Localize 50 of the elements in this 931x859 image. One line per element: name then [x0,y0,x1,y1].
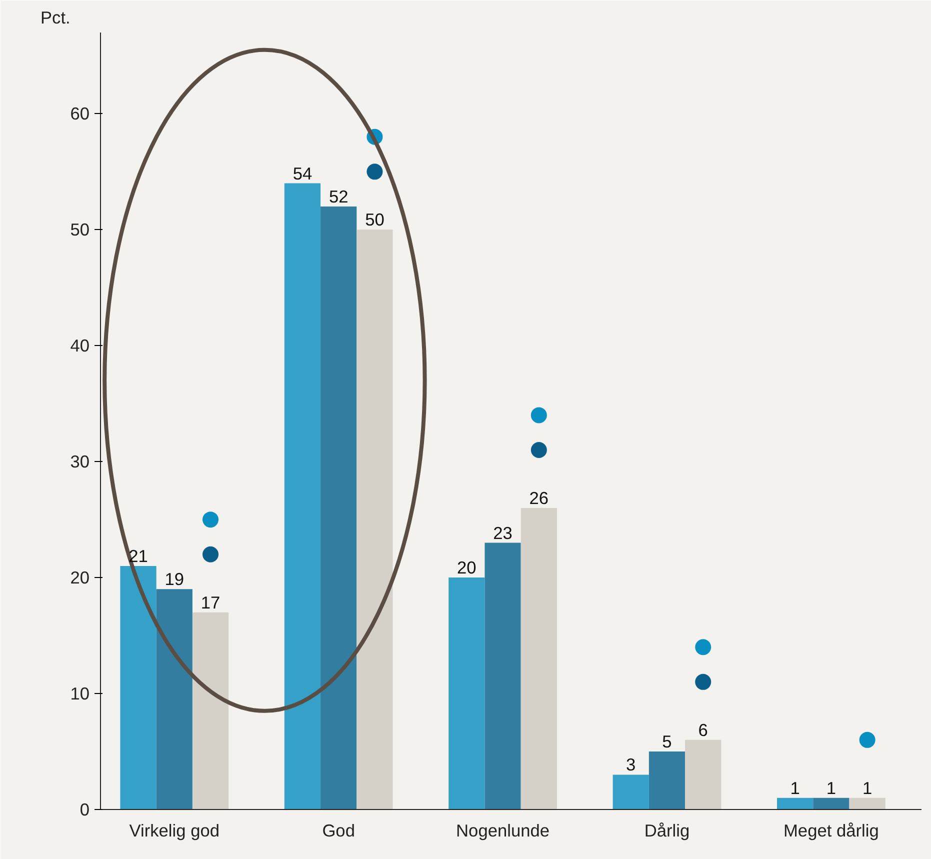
bar [484,542,521,810]
bar [612,774,649,810]
point [530,407,547,424]
data-label: 20 [457,558,476,578]
data-label: 50 [365,210,384,230]
x-tick-label: Dårlig [644,820,690,840]
x-tick-label: Nogenlunde [456,820,550,840]
y-tick-label: 50 [70,220,90,240]
y-tick-label: 40 [70,336,90,356]
data-label: 52 [328,186,348,206]
bar [120,566,156,810]
bar [284,183,321,810]
data-label: 1 [790,778,800,798]
bar [685,740,722,810]
x-tick-label: God [322,820,355,840]
point [859,732,876,748]
bar [448,578,485,810]
data-label: 26 [529,488,549,508]
bar [520,508,557,810]
y-tick-label: 10 [70,684,90,704]
data-label: 19 [164,569,184,590]
data-label: 5 [662,732,672,752]
point [695,674,712,690]
bar [777,798,814,810]
point [695,639,712,656]
x-tick-label: Meget dårlig [784,820,879,840]
y-tick-label: 60 [70,104,90,124]
y-axis-title: Pct. [40,8,70,28]
bar [813,798,850,810]
bar [648,752,686,810]
data-label: 17 [200,592,220,612]
data-label: 23 [493,522,512,543]
y-tick-label: 30 [70,452,90,472]
data-label: 54 [292,163,312,184]
bar [156,589,192,810]
bar [849,798,886,810]
bar [356,230,393,810]
data-label: 6 [698,720,708,740]
data-label: 1 [862,778,872,798]
data-label: 3 [626,754,636,775]
x-tick-label: Virkelig god [129,820,220,840]
point [366,164,383,180]
bar [192,612,229,810]
point [202,546,219,562]
point [530,442,547,458]
y-tick-label: 20 [70,568,90,588]
point [202,512,219,528]
y-tick-label: 0 [80,800,90,820]
data-label: 1 [826,778,836,798]
bar [320,206,357,810]
